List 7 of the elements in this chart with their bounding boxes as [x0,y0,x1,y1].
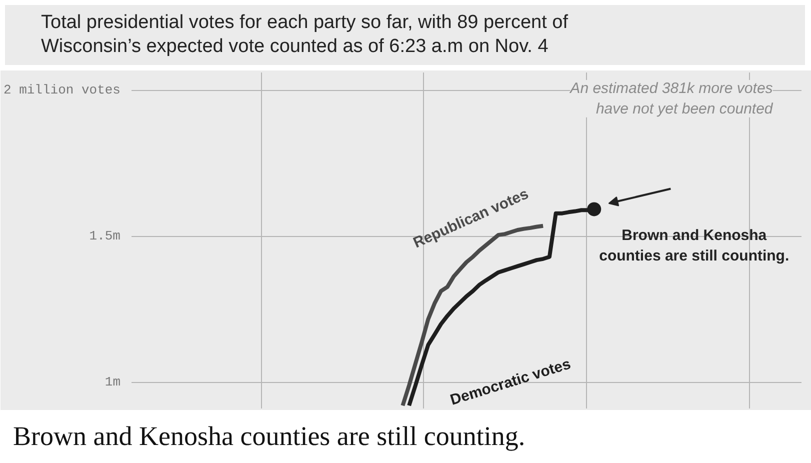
annotation: An estimated 381k more votes have not yet been counted [569,80,774,118]
y-tick-label: 2 million votes [3,82,121,98]
y-tick-label: 1m [104,374,121,390]
text: Brown and Kenosha counties are still counting. [12,420,526,453]
y-tick-label: 1.5m [89,228,121,244]
chart-title: Total presidential votes for each party so far, with 89 percent of Wisconsin’s expected vote counted as of 6:23 a.m on Nov. 4 [40,11,570,58]
annotation: Brown and Kenosha counties are still counting. [599,227,790,265]
